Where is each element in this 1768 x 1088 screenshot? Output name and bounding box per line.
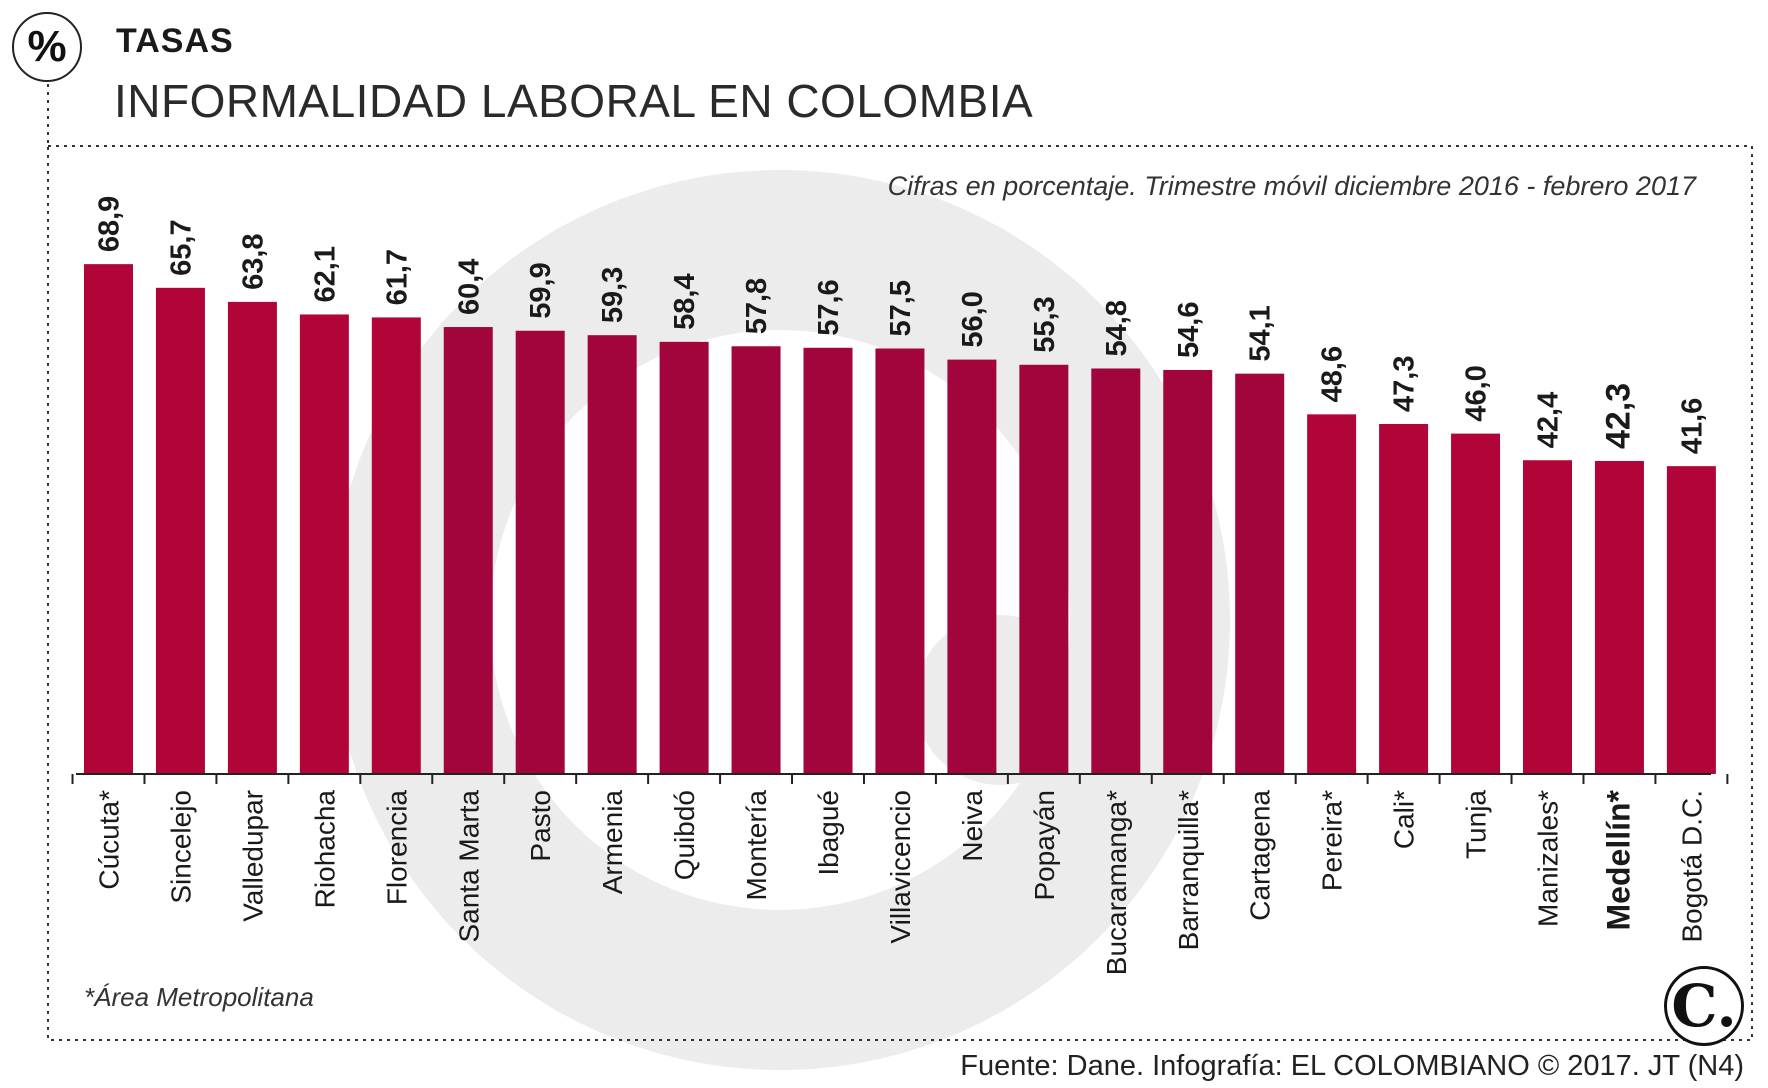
category-label: Cali* (1389, 790, 1420, 849)
value-label: 42,3 (1599, 383, 1637, 449)
category-label: Bucaramanga* (1101, 790, 1132, 975)
bar (155, 287, 205, 774)
bar (1019, 364, 1069, 774)
source-credit: Fuente: Dane. Infografía: EL COLOMBIANO … (960, 1050, 1744, 1082)
chart-title: INFORMALIDAD LABORAL EN COLOMBIA (114, 75, 1034, 127)
category-label: Armenia (597, 790, 628, 895)
bar (947, 359, 997, 774)
section-kicker: TASAS (116, 22, 234, 60)
bar (803, 347, 853, 774)
category-label: Riohacha (309, 790, 340, 909)
category-label: Montería (741, 790, 772, 901)
el-colombiano-logo: C. (1664, 966, 1744, 1046)
percent-icon: % (12, 12, 82, 82)
value-label: 57,5 (885, 280, 917, 336)
value-label: 41,6 (1676, 398, 1708, 454)
category-label: Tunja (1461, 790, 1492, 859)
category-label: Barranquilla* (1173, 790, 1204, 950)
x-ticks-group (71, 774, 1729, 784)
bar (443, 327, 493, 774)
value-label: 46,0 (1461, 365, 1493, 421)
value-labels-group: 68,9 65,7 63,8 62,1 61,7 60,4 59,9 59,3 58,4 57,8… (94, 196, 1709, 454)
chart-subtitle: Cifras en porcentaje. Trimestre móvil di… (887, 171, 1696, 201)
category-label: Villavicencio (885, 790, 916, 944)
bar (227, 301, 277, 774)
category-label: Pasto (525, 790, 556, 862)
category-label: Santa Marta (453, 790, 484, 943)
chart-frame (47, 145, 1753, 1041)
bar (371, 317, 421, 774)
bar (1235, 373, 1285, 774)
bar (731, 346, 781, 774)
value-label: 59,3 (597, 267, 629, 323)
bar (587, 335, 637, 774)
category-label: Cartagena (1245, 790, 1276, 921)
logo-glyph: C. (1671, 972, 1737, 1040)
category-label: Bogotá D.C. (1676, 790, 1707, 943)
category-label: Manizales* (1533, 790, 1564, 927)
percent-glyph: % (27, 22, 67, 71)
value-label: 56,0 (957, 291, 989, 347)
bar (875, 348, 925, 774)
bar (1594, 460, 1644, 774)
value-label: 58,4 (669, 273, 701, 329)
bar (1451, 433, 1501, 774)
value-label: 62,1 (309, 246, 341, 302)
bars-group (84, 264, 1716, 774)
bar (515, 330, 565, 774)
value-label: 54,8 (1101, 300, 1133, 356)
bar (1163, 369, 1213, 774)
value-label: 54,1 (1245, 305, 1277, 361)
value-label: 68,9 (94, 196, 126, 252)
category-label: Florencia (381, 790, 412, 906)
value-label: 54,6 (1173, 302, 1205, 358)
category-label: Ibagué (813, 790, 844, 876)
category-label: Popayán (1029, 790, 1060, 901)
value-label: 65,7 (165, 219, 197, 275)
category-labels-group: Cúcuta* Sincelejo Valledupar Riohacha Floren… (94, 789, 1708, 975)
value-label: 42,4 (1533, 392, 1565, 448)
value-label: 57,6 (813, 279, 845, 335)
category-label: Cúcuta* (94, 790, 125, 890)
category-label: Valledupar (237, 790, 268, 922)
bar (659, 341, 709, 774)
value-label: 59,9 (525, 262, 557, 318)
bar (299, 314, 349, 774)
category-label: Pereira* (1317, 790, 1348, 891)
footnote: *Área Metropolitana (84, 982, 314, 1012)
value-label: 60,4 (453, 259, 485, 315)
bar (1666, 466, 1716, 774)
bar (1523, 460, 1572, 774)
value-label: 47,3 (1389, 356, 1421, 412)
category-label: Neiva (957, 790, 988, 862)
value-label: 57,8 (741, 278, 773, 334)
value-label: 61,7 (381, 249, 413, 305)
bar (1091, 368, 1141, 774)
bar (84, 264, 133, 774)
value-label: 48,6 (1317, 346, 1349, 402)
bar (1379, 423, 1429, 774)
value-label: 63,8 (237, 233, 269, 289)
category-label: Quibdó (669, 790, 700, 880)
value-label: 55,3 (1029, 296, 1061, 352)
category-label: Medellín* (1600, 789, 1636, 930)
category-label: Sincelejo (165, 790, 196, 904)
bar (1307, 414, 1357, 774)
